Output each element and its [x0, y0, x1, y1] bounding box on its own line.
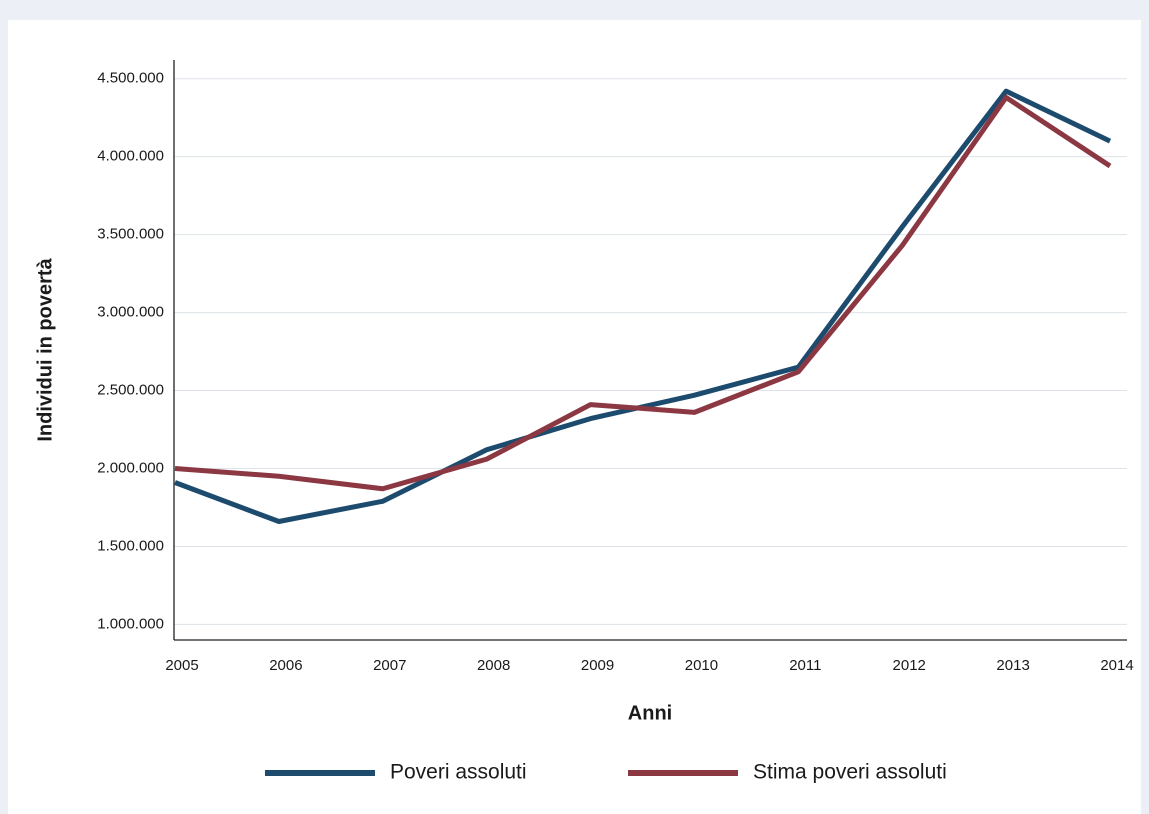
x-tick-label: 2005 — [165, 657, 198, 674]
x-tick-label: 2012 — [893, 657, 926, 674]
series-line — [174, 94, 1112, 492]
x-tick-label: 2007 — [373, 657, 406, 674]
x-tick-label: 2011 — [789, 657, 821, 674]
y-tick-label: 1.000.000 — [97, 615, 164, 632]
x-tick-label: 2008 — [477, 657, 510, 674]
y-tick-label: 1.500.000 — [97, 537, 164, 554]
panel — [8, 20, 1141, 814]
legend-label: Poveri assoluti — [390, 761, 527, 784]
y-tick-label: 4.500.000 — [97, 70, 164, 87]
y-axis-title: Individui in povertà — [34, 257, 56, 441]
x-tick-label: 2013 — [996, 657, 1029, 674]
x-tick-label: 2010 — [685, 657, 718, 674]
x-tick-label: 2014 — [1100, 657, 1133, 674]
x-tick-label: 2006 — [269, 657, 302, 674]
y-tick-label: 2.500.000 — [97, 382, 164, 399]
x-tick-label: 2009 — [581, 657, 614, 674]
x-axis-title: Anni — [628, 702, 672, 724]
y-tick-label: 3.500.000 — [97, 226, 164, 243]
y-tick-label: 4.000.000 — [97, 148, 164, 165]
legend-label: Stima poveri assoluti — [753, 761, 947, 784]
y-tick-label: 3.000.000 — [97, 304, 164, 321]
y-tick-label: 2.000.000 — [97, 459, 164, 476]
